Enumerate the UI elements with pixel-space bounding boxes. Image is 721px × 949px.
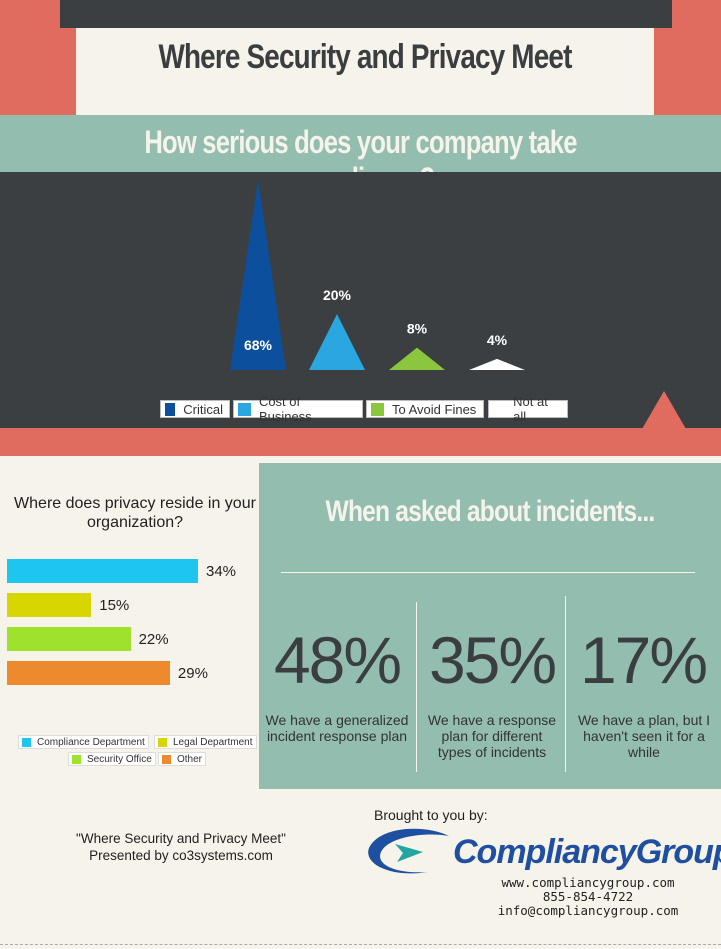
brand-wordmark: CompliancyGroup	[453, 833, 721, 871]
legend-swatch-not-at-all	[493, 402, 506, 416]
legend-item-to-avoid-fines: To Avoid Fines	[366, 400, 484, 418]
compliance-value-label-to-avoid-fines: 8%	[407, 321, 428, 337]
incidents-title: When asked about incidents...	[325, 495, 656, 528]
incident-stat-3-percent: 17%	[579, 623, 708, 697]
compliancygroup-logo-icon	[368, 828, 449, 874]
incident-stat-2-percent: 35%	[428, 623, 557, 697]
incident-stat-3-description: We have a plan, but I haven't seen it fo…	[577, 712, 711, 760]
privacy-value-label-compliance-department: 34%	[206, 563, 237, 580]
brand-phone: 855-854-4722	[542, 889, 634, 904]
footer-credit: "Where Security and Privacy Meet" Presen…	[40, 830, 322, 864]
header-top-bar	[60, 0, 672, 28]
privacy-legend-label-security: Security Office	[87, 753, 152, 765]
privacy-bar-compliance-department	[7, 559, 198, 583]
privacy-legend-compliance-department: Compliance Department	[18, 735, 149, 749]
question-band	[0, 115, 721, 173]
legend-label-cost-of-business: Cost of Business	[258, 394, 312, 424]
privacy-bar-security-office	[7, 627, 131, 651]
privacy-value-label-legal-department: 15%	[99, 597, 130, 614]
incidents-pointer	[260, 524, 286, 564]
bottom-dashed-rule	[0, 944, 721, 945]
incidents-divider-rule	[281, 572, 695, 573]
legend-item-critical: Critical	[160, 400, 230, 418]
privacy-legend-label-compliance: Compliance Department	[37, 736, 145, 748]
coral-peak	[642, 391, 686, 429]
privacy-legend-legal-department: Legal Department	[154, 735, 257, 749]
privacy-legend-swatch-security	[72, 754, 81, 764]
legend-swatch-to-avoid-fines	[371, 402, 384, 416]
brand-website-link[interactable]: www.compliancygroup.com	[501, 875, 675, 890]
privacy-value-label-other: 29%	[177, 665, 208, 682]
privacy-legend-swatch-legal	[158, 737, 167, 747]
brand-email-link[interactable]: info@compliancygroup.com	[497, 903, 679, 918]
privacy-chart-title: Where does privacy reside in your organi…	[14, 495, 256, 531]
incidents-panel	[259, 463, 721, 789]
legend-label-critical: Critical	[183, 401, 223, 417]
privacy-legend-security-office: Security Office	[68, 752, 156, 766]
legend-swatch-cost-of-business	[238, 402, 251, 416]
legend-swatch-critical	[165, 402, 176, 416]
incidents-column-divider-2	[565, 596, 566, 772]
privacy-legend-swatch-compliance	[22, 737, 31, 747]
incident-stat-2-description: We have a response plan for different ty…	[427, 712, 557, 760]
privacy-legend-other: Other	[158, 752, 207, 766]
compliance-chart-background	[0, 172, 721, 428]
privacy-value-label-security-office: 22%	[138, 631, 169, 648]
incident-stat-1-description: We have a generalized incident response …	[265, 712, 409, 744]
compliance-bar-critical	[230, 180, 286, 370]
header-card	[76, 28, 654, 115]
privacy-bar-other	[7, 661, 170, 685]
footer-credit-line-1: "Where Security and Privacy Meet"	[76, 831, 286, 846]
incidents-column-divider-1	[416, 602, 417, 772]
compliance-value-label-not-at-all: 4%	[487, 332, 508, 348]
legend-label-to-avoid-fines: To Avoid Fines	[392, 401, 477, 417]
privacy-legend-label-legal: Legal Department	[173, 736, 253, 748]
legend-label-not-at-all: Not at all	[513, 394, 548, 424]
compliance-chart: 68% 20% 8% 4%	[230, 180, 525, 370]
privacy-legend-label-other: Other	[177, 753, 203, 765]
compliance-bar-to-avoid-fines	[389, 347, 445, 370]
compliance-bar-cost-of-business	[309, 314, 365, 370]
compliance-value-label-critical: 68%	[244, 337, 273, 353]
compliance-value-label-cost-of-business: 20%	[323, 287, 352, 303]
footer-credit-line-2: Presented by co3systems.com	[89, 848, 273, 863]
page-title: Where Security and Privacy Meet	[158, 38, 572, 76]
privacy-legend-swatch-other	[162, 754, 171, 764]
coral-divider-band	[0, 428, 721, 456]
legend-item-cost-of-business: Cost of Business	[233, 394, 363, 424]
privacy-bar-legal-department	[7, 593, 92, 617]
compliance-bar-not-at-all	[469, 358, 525, 370]
legend-item-not-at-all: Not at all	[488, 394, 568, 424]
incident-stat-1-percent: 48%	[273, 623, 402, 697]
brought-to-you-by: Brought to you by:	[374, 807, 488, 823]
